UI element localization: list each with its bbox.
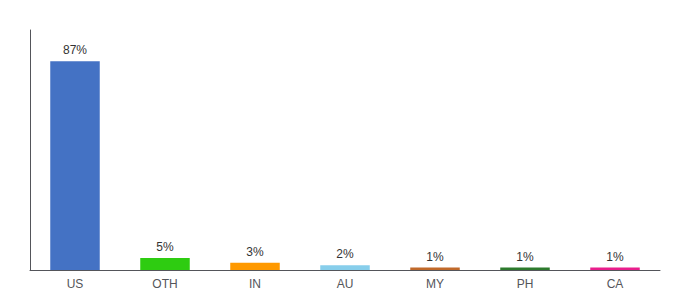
- svg-text:AU: AU: [337, 277, 354, 291]
- svg-text:2%: 2%: [336, 247, 354, 261]
- svg-text:5%: 5%: [156, 240, 174, 254]
- svg-text:1%: 1%: [426, 250, 444, 264]
- svg-text:US: US: [67, 277, 84, 291]
- svg-text:PH: PH: [517, 277, 534, 291]
- svg-text:IN: IN: [249, 277, 261, 291]
- svg-text:MY: MY: [426, 277, 444, 291]
- svg-text:OTH: OTH: [152, 277, 177, 291]
- svg-text:3%: 3%: [246, 245, 264, 259]
- svg-text:87%: 87%: [63, 43, 87, 57]
- svg-text:CA: CA: [607, 277, 624, 291]
- svg-text:1%: 1%: [516, 250, 534, 264]
- svg-text:1%: 1%: [606, 250, 624, 264]
